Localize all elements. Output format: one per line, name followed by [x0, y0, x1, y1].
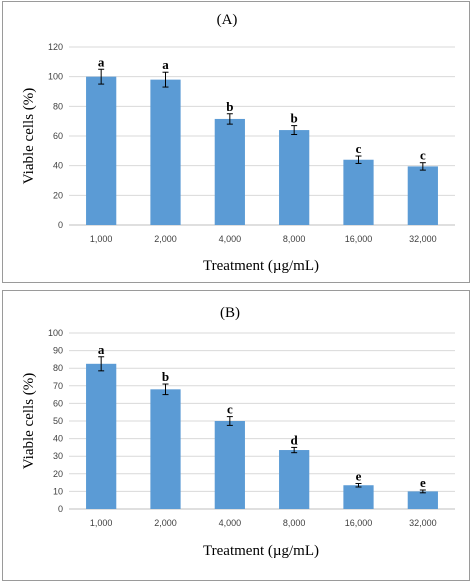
chart-b-y-tick-label: 20 — [53, 469, 63, 479]
chart-a-svg: (A) 0 20 40 60 80 100 120 a 1,000 a 2,000 b 4,000 b 8,0… — [21, 12, 455, 274]
chart-b-significance-label: d — [291, 432, 299, 447]
chart-a-significance-label: b — [291, 111, 298, 126]
chart-b-y-tick-label: 50 — [53, 416, 63, 426]
chart-b-bar — [343, 485, 374, 509]
chart-a-bar — [86, 76, 117, 226]
chart-a-y-tick-label: 60 — [53, 131, 63, 141]
chart-b-x-tick-label: 16,000 — [345, 518, 373, 528]
chart-b-bar — [150, 389, 181, 509]
chart-b-x-tick-label: 2,000 — [154, 518, 177, 528]
chart-b-x-axis-label: Treatment (µg/mL) — [203, 543, 319, 559]
chart-b-x-tick-label: 8,000 — [283, 518, 306, 528]
chart-b-y-tick-label: 80 — [53, 363, 63, 373]
chart-a-bar — [214, 118, 245, 225]
chart-a-y-tick-label: 20 — [53, 190, 63, 200]
chart-a-x-tick-label: 2,000 — [154, 234, 177, 244]
chart-b-chart-title: (B) — [220, 305, 240, 321]
chart-a-y-tick-label: 120 — [48, 42, 63, 52]
chart-a-chart-title: (A) — [217, 12, 238, 28]
chart-a-x-tick-label: 8,000 — [283, 234, 306, 244]
chart-b-y-tick-label: 40 — [53, 434, 63, 444]
chart-b-y-tick-label: 30 — [53, 451, 63, 461]
chart-b-y-tick-label: 60 — [53, 398, 63, 408]
chart-panel-b: (B) 0 10 20 30 40 50 60 70 80 90 100 a 1,000 b 2,000 c 4,… — [2, 290, 470, 581]
chart-a-y-tick-label: 0 — [58, 220, 63, 230]
chart-b-x-tick-label: 1,000 — [90, 518, 113, 528]
chart-b-y-tick-label: 10 — [53, 486, 63, 496]
chart-panel-a: (A) 0 20 40 60 80 100 120 a 1,000 a 2,000 b 4,000 b 8,0… — [2, 1, 470, 283]
chart-b-y-axis-label: Viable cells (%) — [21, 373, 37, 470]
chart-a-y-tick-label: 80 — [53, 101, 63, 111]
chart-a-bar — [150, 79, 181, 225]
chart-a-significance-label: b — [226, 99, 233, 114]
chart-b-y-tick-label: 0 — [58, 504, 63, 514]
chart-b-bar — [214, 421, 245, 509]
chart-b-significance-label: a — [98, 342, 105, 357]
chart-a-significance-label: c — [420, 148, 426, 163]
chart-a-y-tick-label: 100 — [48, 72, 63, 82]
chart-a-bar — [279, 130, 310, 225]
chart-b-bar — [86, 363, 117, 509]
chart-b-bar — [279, 450, 310, 509]
chart-a-x-tick-label: 32,000 — [409, 234, 437, 244]
chart-b-significance-label: e — [356, 468, 362, 483]
chart-a-x-tick-label: 4,000 — [219, 234, 242, 244]
chart-b-significance-label: b — [162, 369, 169, 384]
chart-a-x-axis-label: Treatment (µg/mL) — [203, 258, 319, 274]
chart-b-y-tick-label: 70 — [53, 381, 63, 391]
chart-a-x-tick-label: 16,000 — [345, 234, 373, 244]
chart-b-bar — [407, 491, 438, 509]
chart-a-significance-label: a — [98, 54, 105, 69]
chart-b-x-tick-label: 4,000 — [219, 518, 242, 528]
chart-a-bar — [407, 166, 438, 225]
chart-a-significance-label: a — [162, 57, 169, 72]
chart-a-significance-label: c — [356, 141, 362, 156]
chart-b-significance-label: e — [420, 475, 426, 490]
chart-b-x-tick-label: 32,000 — [409, 518, 437, 528]
chart-a-x-tick-label: 1,000 — [90, 234, 113, 244]
chart-b-significance-label: c — [227, 402, 233, 417]
chart-b-y-tick-label: 90 — [53, 346, 63, 356]
chart-a-y-axis-label: Viable cells (%) — [21, 88, 37, 185]
chart-a-y-tick-label: 40 — [53, 161, 63, 171]
chart-b-y-tick-label: 100 — [48, 328, 63, 338]
chart-b-svg: (B) 0 10 20 30 40 50 60 70 80 90 100 a 1,000 b 2,000 c 4,… — [21, 305, 455, 559]
chart-a-bar — [343, 159, 374, 225]
